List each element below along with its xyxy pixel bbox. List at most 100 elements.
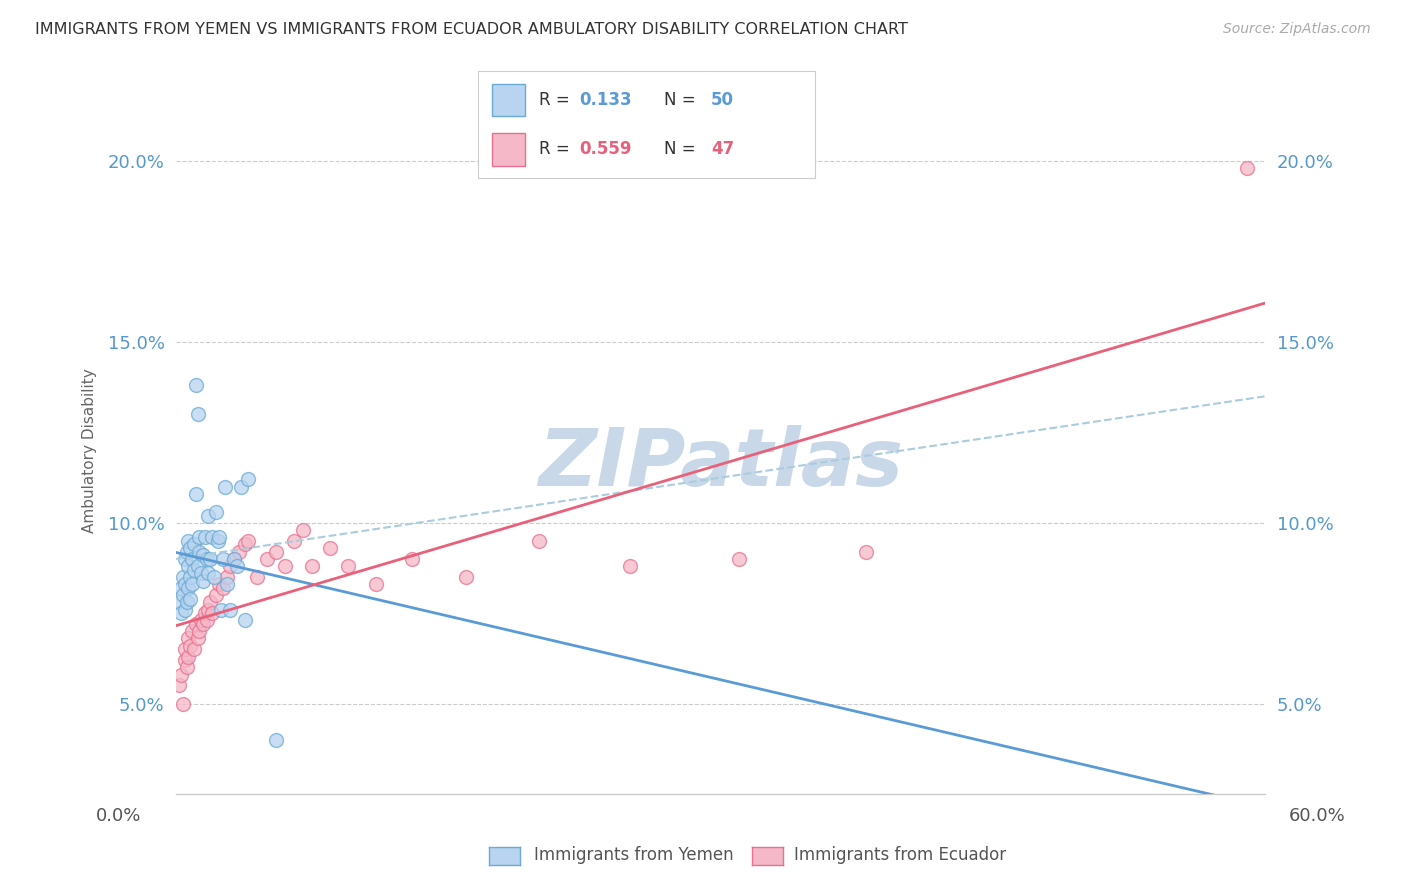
Point — [246, 570, 269, 584]
Text: N =: N = — [664, 141, 700, 159]
Point — [173, 642, 195, 657]
Point — [301, 559, 323, 574]
Point — [215, 577, 238, 591]
Point — [197, 566, 219, 581]
Point — [208, 577, 231, 591]
Text: Immigrants from Ecuador: Immigrants from Ecuador — [794, 846, 1007, 863]
Point — [179, 591, 201, 606]
Point — [202, 570, 225, 584]
Point — [188, 624, 211, 639]
Text: 0.133: 0.133 — [579, 91, 631, 109]
Point — [188, 544, 211, 558]
Point — [1236, 161, 1258, 176]
Point — [179, 541, 201, 555]
Point — [172, 588, 194, 602]
Point — [226, 559, 249, 574]
Point — [188, 530, 211, 544]
Point — [181, 552, 204, 566]
Point — [184, 378, 207, 392]
Point — [209, 602, 232, 616]
Point — [170, 667, 193, 681]
Bar — [492, 84, 526, 116]
Text: 50: 50 — [711, 91, 734, 109]
Point — [264, 732, 287, 747]
Point — [190, 613, 212, 627]
Text: 0.0%: 0.0% — [96, 807, 141, 825]
Point — [201, 606, 224, 620]
Point — [619, 559, 641, 574]
Point — [197, 508, 219, 523]
Point — [176, 660, 198, 674]
Point — [184, 617, 207, 632]
Point — [197, 602, 219, 616]
Point — [191, 574, 214, 588]
Point — [191, 549, 214, 563]
Point — [200, 595, 222, 609]
Point — [264, 544, 287, 558]
Point — [172, 697, 194, 711]
Point — [200, 552, 222, 566]
Point — [190, 566, 212, 581]
Point — [173, 577, 195, 591]
Point — [215, 570, 238, 584]
Point — [186, 407, 209, 421]
Text: 47: 47 — [711, 141, 734, 159]
Point — [855, 544, 877, 558]
Point — [337, 559, 360, 574]
Point — [291, 523, 314, 537]
Point — [212, 581, 235, 595]
Point — [173, 602, 195, 616]
Point — [191, 617, 214, 632]
Point — [183, 537, 205, 551]
Point — [184, 487, 207, 501]
Point — [212, 552, 235, 566]
Text: Immigrants from Yemen: Immigrants from Yemen — [534, 846, 734, 863]
Point — [176, 595, 198, 609]
Point — [183, 563, 205, 577]
Point — [173, 552, 195, 566]
Point — [195, 552, 218, 566]
Point — [172, 570, 194, 584]
Point — [219, 602, 242, 616]
Point — [238, 472, 260, 486]
Point — [233, 613, 256, 627]
Point — [319, 541, 342, 555]
Y-axis label: Ambulatory Disability: Ambulatory Disability — [82, 368, 97, 533]
Text: Source: ZipAtlas.com: Source: ZipAtlas.com — [1223, 22, 1371, 37]
Point — [170, 581, 193, 595]
Point — [238, 533, 260, 548]
Point — [204, 505, 226, 519]
Point — [219, 559, 242, 574]
Point — [169, 678, 191, 692]
Point — [177, 632, 200, 646]
Point — [179, 639, 201, 653]
Point — [183, 642, 205, 657]
Point — [186, 632, 209, 646]
Point — [274, 559, 297, 574]
Point — [231, 480, 253, 494]
Point — [181, 577, 204, 591]
Point — [177, 533, 200, 548]
Text: R =: R = — [538, 91, 581, 109]
Point — [727, 552, 749, 566]
Point — [194, 606, 217, 620]
Point — [186, 559, 209, 574]
Point — [364, 577, 387, 591]
Point — [222, 552, 245, 566]
Bar — [492, 134, 526, 166]
Point — [256, 552, 278, 566]
Point — [177, 649, 200, 664]
Point — [283, 533, 305, 548]
Point — [201, 530, 224, 544]
Text: ZIPatlas: ZIPatlas — [538, 425, 903, 503]
Text: 60.0%: 60.0% — [1289, 807, 1346, 825]
Point — [173, 653, 195, 667]
Point — [179, 570, 201, 584]
Text: 0.559: 0.559 — [579, 141, 631, 159]
Text: R =: R = — [538, 141, 581, 159]
Point — [170, 606, 193, 620]
Point — [456, 570, 478, 584]
Point — [527, 533, 550, 548]
Point — [177, 559, 200, 574]
Point — [181, 624, 204, 639]
